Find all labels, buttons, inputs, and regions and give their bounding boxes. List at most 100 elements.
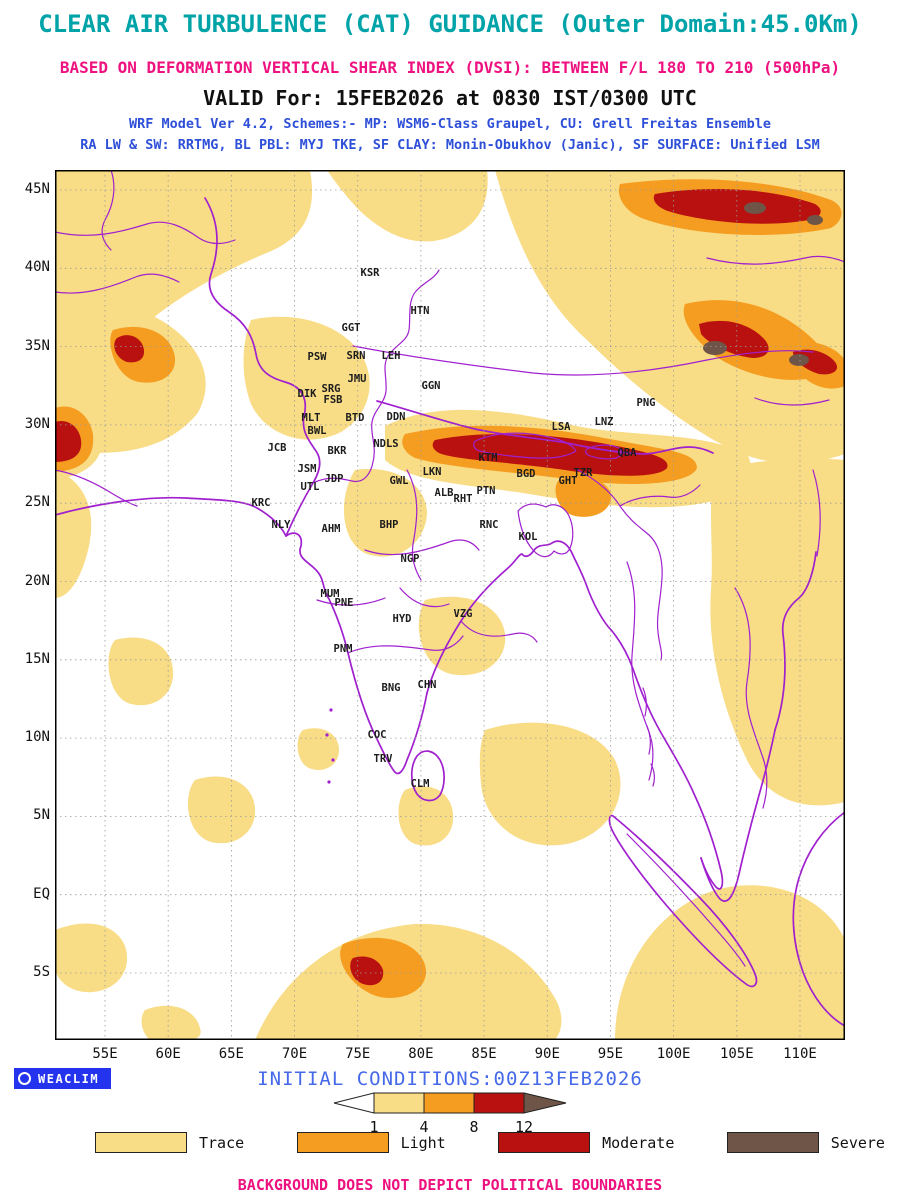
lat-label-25n: 25N bbox=[24, 494, 50, 511]
weaclim-logo-icon bbox=[18, 1072, 31, 1085]
lon-label-110e: 110E bbox=[783, 1046, 817, 1062]
city-label-ggn: GGN bbox=[422, 380, 441, 392]
weaclim-logo-text: WEACLIM bbox=[38, 1071, 100, 1086]
legend-item-moderate: Moderate bbox=[498, 1132, 674, 1153]
lon-label-90e: 90E bbox=[534, 1046, 560, 1062]
city-label-ksr: KSR bbox=[361, 267, 381, 279]
weaclim-logo: WEACLIM bbox=[14, 1068, 112, 1089]
lat-label-40n: 40N bbox=[24, 259, 50, 276]
city-label-jcb: JCB bbox=[268, 442, 287, 454]
map-area: KSR HTN GGT PSW SRN LEH JMU DIK SRG FSB GGN MLT BTD D… bbox=[54, 169, 846, 1040]
legend-item-trace: Trace bbox=[95, 1132, 244, 1153]
turbulence-moderate-layer bbox=[55, 189, 838, 986]
coastline-boundary-layer bbox=[54, 169, 846, 1027]
city-label-qba: QBA bbox=[618, 447, 638, 459]
turbulence-trace-layer bbox=[55, 170, 845, 1040]
legend-label-trace: Trace bbox=[199, 1133, 245, 1152]
city-label-bwl: BWL bbox=[308, 425, 327, 437]
city-label-jsm: JSM bbox=[298, 463, 317, 475]
lon-label-85e: 85E bbox=[471, 1046, 497, 1062]
legend-label-moderate: Moderate bbox=[602, 1133, 675, 1152]
lon-label-65e: 65E bbox=[218, 1046, 244, 1062]
lon-label-105e: 105E bbox=[719, 1046, 754, 1062]
city-label-chn: CHN bbox=[418, 679, 437, 691]
colorbar-right-arrow-severe bbox=[523, 1092, 567, 1114]
city-label-tzr: TZR bbox=[574, 467, 594, 479]
lat-label-5s: 5S bbox=[33, 964, 50, 980]
city-label-pne: PNE bbox=[335, 597, 354, 609]
lon-label-60e: 60E bbox=[155, 1046, 181, 1062]
city-label-kol: KOL bbox=[519, 531, 538, 543]
city-label-ahm: AHM bbox=[322, 523, 341, 535]
lat-label-30n: 30N bbox=[24, 415, 50, 432]
city-label-coc: COC bbox=[368, 729, 387, 741]
legend: Trace Light Moderate Severe bbox=[95, 1132, 885, 1153]
city-label-jdp: JDP bbox=[325, 473, 344, 485]
colorbar-tick-12: 12 bbox=[515, 1118, 533, 1136]
colorbar-ticks: 1 4 8 12 bbox=[369, 1118, 533, 1136]
lat-label-5n: 5N bbox=[33, 807, 50, 824]
city-label-bhp: BHP bbox=[380, 519, 399, 531]
model-config-line-2: RA LW & SW: RRTMG, BL PBL: MYJ TKE, SF C… bbox=[80, 137, 820, 153]
initial-conditions-line: INITIAL CONDITIONS:00Z13FEB2026 bbox=[257, 1068, 643, 1090]
city-label-lnz: LNZ bbox=[595, 416, 614, 428]
lon-label-70e: 70E bbox=[281, 1046, 308, 1062]
city-label-jmu: JMU bbox=[348, 373, 367, 385]
city-label-ddn: DDN bbox=[387, 411, 406, 423]
lon-label-95e: 95E bbox=[597, 1046, 624, 1062]
city-label-lsa: LSA bbox=[552, 421, 572, 433]
legend-item-severe: Severe bbox=[726, 1132, 885, 1153]
lat-label-15n: 15N bbox=[24, 650, 50, 667]
lat-label-eq: EQ bbox=[33, 885, 50, 902]
lon-label-75e: 75E bbox=[345, 1046, 371, 1062]
city-label-ptn: PTN bbox=[477, 485, 496, 497]
city-label-clm: CLM bbox=[411, 778, 430, 790]
city-label-fsb: FSB bbox=[324, 394, 343, 406]
city-label-pnm: PNM bbox=[334, 643, 353, 655]
city-label-bng: BNG bbox=[382, 682, 401, 694]
page-subtitle: BASED ON DEFORMATION VERTICAL SHEAR INDE… bbox=[59, 58, 841, 77]
city-label-dik: DIK bbox=[298, 388, 318, 400]
map-frame bbox=[55, 170, 845, 1040]
colorbar-left-arrow bbox=[333, 1092, 375, 1114]
city-label-psw: PSW bbox=[308, 351, 328, 363]
city-label-mlt: MLT bbox=[302, 412, 321, 424]
colorbar-segment-light bbox=[423, 1092, 475, 1114]
legend-label-severe: Severe bbox=[830, 1133, 885, 1152]
city-label-mum: MUM bbox=[321, 588, 340, 600]
city-label-btd: BTD bbox=[346, 412, 365, 424]
disclaimer-line: BACKGROUND DOES NOT DEPICT POLITICAL BOU… bbox=[237, 1176, 663, 1194]
city-label-ktm: KTM bbox=[479, 452, 498, 464]
city-label-ndls: NDLS bbox=[373, 438, 398, 450]
lat-label-10n: 10N bbox=[24, 729, 50, 746]
colorbar-segment-moderate bbox=[473, 1092, 525, 1114]
city-label-ggt: GGT bbox=[342, 322, 361, 334]
colorbar-tick-8: 8 bbox=[469, 1118, 478, 1136]
legend-swatch-moderate bbox=[498, 1132, 591, 1153]
colorbar: 1 4 8 12 bbox=[0, 1090, 900, 1142]
valid-time-line: VALID For: 15FEB2026 at 0830 IST/0300 UT… bbox=[203, 86, 697, 110]
city-label-rnc: RNC bbox=[480, 519, 499, 531]
city-label-alb: ALB bbox=[435, 487, 454, 499]
city-label-rht: RHT bbox=[454, 493, 473, 505]
colorbar-tick-1: 1 bbox=[369, 1118, 378, 1136]
city-label-srg: SRG bbox=[322, 383, 341, 395]
city-label-ngp: NGP bbox=[401, 553, 420, 565]
city-label-gwl: GWL bbox=[390, 475, 409, 487]
lon-label-100e: 100E bbox=[656, 1046, 691, 1062]
city-label-htn: HTN bbox=[411, 305, 430, 317]
model-config-line-1: WRF Model Ver 4.2, Schemes:- MP: WSM6-Cl… bbox=[128, 116, 772, 132]
colorbar-tick-4: 4 bbox=[419, 1118, 428, 1136]
city-label-lkn: LKN bbox=[423, 466, 442, 478]
legend-item-light: Light bbox=[296, 1132, 446, 1153]
legend-swatch-trace bbox=[95, 1132, 187, 1153]
legend-label-light: Light bbox=[400, 1133, 446, 1152]
legend-swatch-light bbox=[296, 1132, 389, 1153]
city-label-bkr: BKR bbox=[328, 445, 348, 457]
turbulence-severe-layer bbox=[703, 202, 823, 366]
city-label-nly: NLY bbox=[272, 519, 292, 531]
city-label-leh: LEH bbox=[382, 350, 401, 362]
lon-label-55e: 55E bbox=[92, 1046, 118, 1062]
